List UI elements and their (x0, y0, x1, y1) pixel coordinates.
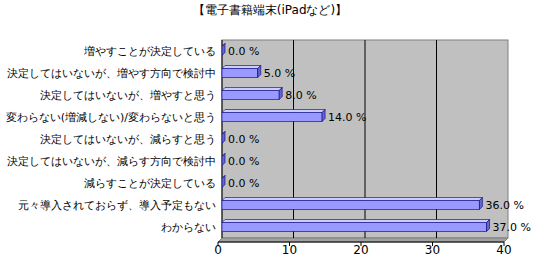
bar (222, 113, 322, 122)
tick-label: 20 (353, 243, 368, 256)
chart-svg: 【電子書籍端末(iPadなど)】 0 10 20 30 40 増やすことが決定している 0.0… (0, 0, 537, 256)
data-label: 0.0 % (228, 45, 259, 58)
bar-side (279, 88, 282, 100)
plot-area (222, 40, 508, 238)
data-label: 0.0 % (228, 155, 259, 168)
bar-side (222, 154, 225, 166)
data-label: 5.0 % (264, 67, 295, 80)
bar-side (479, 198, 482, 210)
x-axis-line (218, 242, 504, 243)
bar-side (258, 66, 261, 78)
tick-label: 10 (282, 243, 297, 256)
bar-top (222, 66, 261, 69)
bar (222, 91, 279, 100)
bar-top (222, 88, 282, 91)
chart-container: 【電子書籍端末(iPadなど)】 0 10 20 30 40 増やすことが決定している 0.0… (0, 0, 537, 256)
bar-side (222, 176, 225, 188)
data-label: 0.0 % (228, 177, 259, 190)
category-label: 決定してはいないが、増やすと思う (40, 89, 216, 102)
category-label: わからない (161, 221, 216, 234)
data-label: 0.0 % (228, 133, 259, 146)
bar (222, 223, 487, 232)
bar-side (487, 220, 490, 232)
data-label: 8.0 % (285, 89, 316, 102)
tick-label: 40 (496, 243, 511, 256)
data-label: 37.0 % (493, 221, 531, 234)
bar (222, 201, 479, 210)
category-label: 変わらない(増減しない)/変わらないと思う (6, 111, 216, 124)
plot-floor (218, 238, 508, 242)
bars (222, 44, 490, 232)
bar-side (222, 44, 225, 56)
tick-label: 30 (425, 243, 440, 256)
bar-side (322, 110, 325, 122)
bar-top (222, 198, 482, 201)
bar-top (222, 110, 325, 113)
category-label: 元々導入されておらず、導入予定もない (18, 199, 216, 212)
category-label: 減らすことが決定している (84, 177, 216, 190)
category-label: 増やすことが決定している (83, 45, 216, 58)
title: 【電子書籍端末(iPadなど)】 (193, 3, 347, 17)
category-label: 決定してはいないが、減らすと思う (40, 133, 216, 146)
data-label: 36.0 % (485, 199, 523, 212)
tick-label: 0 (214, 243, 222, 256)
data-label: 14.0 % (328, 111, 366, 124)
category-label: 決定してはいないが、減らす方向で検討中 (7, 155, 216, 168)
bar-top (222, 220, 490, 223)
bar (222, 69, 258, 78)
category-label: 決定してはいないが、増やす方向で検討中 (7, 67, 216, 80)
bar-side (222, 132, 225, 144)
